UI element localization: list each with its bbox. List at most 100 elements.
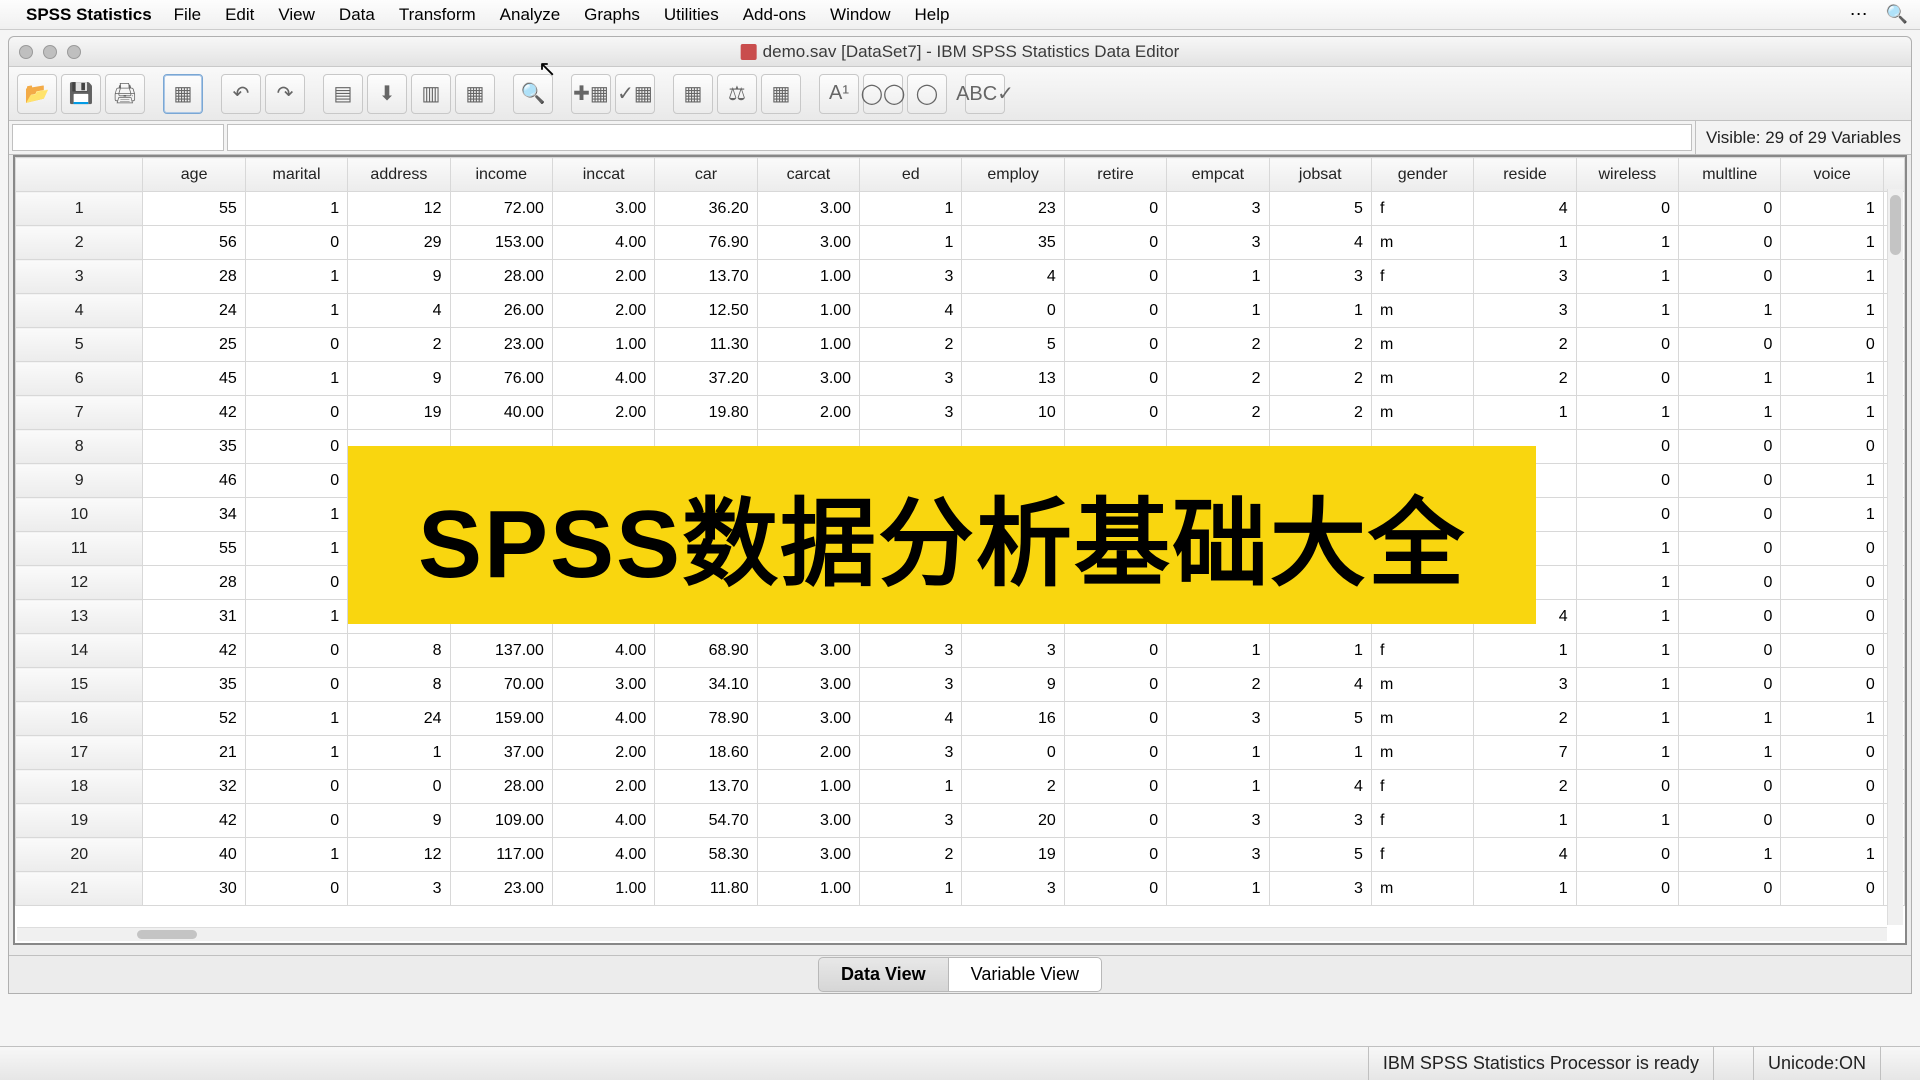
row-header[interactable]: 18 [16,770,143,804]
data-cell[interactable]: 1 [245,838,347,872]
data-cell[interactable]: 2 [1474,770,1576,804]
data-cell[interactable]: 0 [1679,192,1781,226]
goto-variable-button[interactable]: ⬇ [367,74,407,114]
data-cell[interactable]: 3.00 [757,634,859,668]
data-cell[interactable]: m [1371,702,1473,736]
data-cell[interactable]: 1 [1781,396,1883,430]
data-cell[interactable]: 1 [1679,702,1781,736]
column-header[interactable]: marital [245,158,347,192]
data-cell[interactable]: m [1371,668,1473,702]
data-cell[interactable]: 1 [1576,634,1678,668]
data-cell[interactable]: 40.00 [450,396,552,430]
data-cell[interactable]: 1 [1576,566,1678,600]
data-cell[interactable]: 1 [1269,294,1371,328]
data-cell[interactable]: 4 [1269,770,1371,804]
menu-help[interactable]: Help [915,5,950,25]
data-cell[interactable]: 1 [1576,226,1678,260]
data-cell[interactable]: 1 [245,736,347,770]
data-cell[interactable]: 23.00 [450,872,552,906]
data-cell[interactable]: 1.00 [552,872,654,906]
data-cell[interactable]: 3.00 [757,226,859,260]
data-cell[interactable]: 0 [1064,872,1166,906]
data-cell[interactable]: 29 [348,226,450,260]
row-header[interactable]: 13 [16,600,143,634]
column-header[interactable]: gender [1371,158,1473,192]
data-cell[interactable]: 56 [143,226,245,260]
data-cell[interactable]: 0 [1576,192,1678,226]
data-cell[interactable]: 4.00 [552,702,654,736]
data-cell[interactable]: 1.00 [552,328,654,362]
data-cell[interactable]: m [1371,872,1473,906]
data-cell[interactable]: 3.00 [757,838,859,872]
data-cell[interactable]: 1 [1679,362,1781,396]
data-cell[interactable]: 0 [1576,362,1678,396]
data-cell[interactable]: 2 [860,838,962,872]
data-cell[interactable]: 0 [1064,294,1166,328]
data-cell[interactable]: 42 [143,634,245,668]
row-header[interactable]: 11 [16,532,143,566]
use-sets-button[interactable]: ◯◯ [863,74,903,114]
data-cell[interactable]: 1.00 [757,260,859,294]
data-cell[interactable]: 109.00 [450,804,552,838]
menu-graphs[interactable]: Graphs [584,5,640,25]
column-header[interactable]: carcat [757,158,859,192]
redo-button[interactable]: ↷ [265,74,305,114]
data-cell[interactable]: 16 [962,702,1064,736]
data-cell[interactable]: 4.00 [552,634,654,668]
row-header[interactable]: 2 [16,226,143,260]
data-cell[interactable]: 37.00 [450,736,552,770]
row-header[interactable]: 14 [16,634,143,668]
data-cell[interactable]: 70.00 [450,668,552,702]
data-cell[interactable]: m [1371,736,1473,770]
column-header[interactable]: voice [1781,158,1883,192]
row-header[interactable]: 8 [16,430,143,464]
column-header[interactable]: address [348,158,450,192]
row-header[interactable]: 15 [16,668,143,702]
data-cell[interactable]: 1 [1167,736,1269,770]
data-cell[interactable]: m [1371,362,1473,396]
data-cell[interactable]: 1 [1679,396,1781,430]
data-cell[interactable]: 2.00 [552,260,654,294]
data-cell[interactable]: 1 [1781,362,1883,396]
save-button[interactable]: 💾 [61,74,101,114]
data-cell[interactable]: 3 [1269,872,1371,906]
data-cell[interactable]: 1.00 [757,872,859,906]
column-header[interactable]: employ [962,158,1064,192]
column-header[interactable]: retire [1064,158,1166,192]
data-cell[interactable]: 0 [1064,838,1166,872]
data-cell[interactable]: 0 [1781,770,1883,804]
data-cell[interactable]: 2 [1167,328,1269,362]
tab-data-view[interactable]: Data View [818,957,948,992]
data-cell[interactable]: 0 [1679,770,1781,804]
data-cell[interactable]: 1 [1781,702,1883,736]
data-cell[interactable]: 1 [1269,634,1371,668]
data-cell[interactable]: 12 [348,192,450,226]
data-cell[interactable]: 0 [1064,226,1166,260]
column-header[interactable]: income [450,158,552,192]
data-cell[interactable]: 0 [1679,260,1781,294]
data-cell[interactable]: 1 [860,872,962,906]
data-cell[interactable]: 54.70 [655,804,757,838]
data-cell[interactable]: 0 [245,396,347,430]
data-cell[interactable]: 0 [1679,634,1781,668]
run-button[interactable]: ▦ [455,74,495,114]
data-cell[interactable]: 4 [1474,838,1576,872]
cell-editor[interactable] [227,124,1692,151]
select-cases-button[interactable]: ▦ [761,74,801,114]
data-cell[interactable]: 76.90 [655,226,757,260]
data-cell[interactable]: 3 [860,634,962,668]
data-cell[interactable]: 37.20 [655,362,757,396]
data-cell[interactable]: 42 [143,396,245,430]
data-cell[interactable]: 24 [348,702,450,736]
data-cell[interactable]: 0 [1576,430,1678,464]
data-cell[interactable]: m [1371,294,1473,328]
data-cell[interactable]: 2 [860,328,962,362]
data-cell[interactable]: m [1371,226,1473,260]
data-cell[interactable]: 7 [1474,736,1576,770]
data-cell[interactable]: 1 [1269,736,1371,770]
overflow-icon[interactable]: ⋯ [1850,4,1868,25]
data-cell[interactable]: 3.00 [757,362,859,396]
data-cell[interactable]: 28.00 [450,770,552,804]
data-cell[interactable]: 36.20 [655,192,757,226]
data-cell[interactable]: 1 [1679,838,1781,872]
